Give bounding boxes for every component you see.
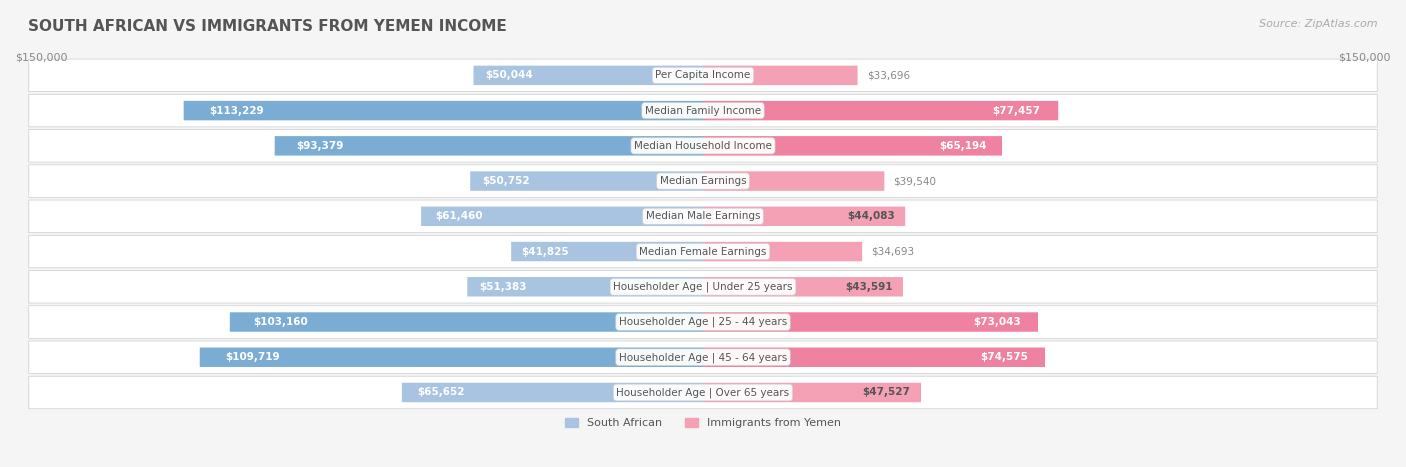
FancyBboxPatch shape [703,206,905,226]
Text: $47,527: $47,527 [862,388,910,397]
FancyBboxPatch shape [274,136,703,156]
FancyBboxPatch shape [703,242,862,261]
FancyBboxPatch shape [28,376,1378,409]
Text: $65,194: $65,194 [939,141,987,151]
Text: Householder Age | 45 - 64 years: Householder Age | 45 - 64 years [619,352,787,362]
Text: $44,083: $44,083 [848,211,896,221]
Text: Per Capita Income: Per Capita Income [655,71,751,80]
FancyBboxPatch shape [703,277,903,297]
FancyBboxPatch shape [467,277,703,297]
FancyBboxPatch shape [200,347,703,367]
Text: $51,383: $51,383 [479,282,527,292]
Text: $41,825: $41,825 [520,247,568,256]
FancyBboxPatch shape [28,165,1378,198]
Text: Source: ZipAtlas.com: Source: ZipAtlas.com [1260,19,1378,28]
FancyBboxPatch shape [470,171,703,191]
Text: $43,591: $43,591 [845,282,893,292]
FancyBboxPatch shape [28,94,1378,127]
Text: $150,000: $150,000 [15,52,67,63]
FancyBboxPatch shape [703,312,1038,332]
Text: $33,696: $33,696 [866,71,910,80]
Text: $50,752: $50,752 [482,176,530,186]
FancyBboxPatch shape [229,312,703,332]
Text: Householder Age | Under 25 years: Householder Age | Under 25 years [613,282,793,292]
Text: $74,575: $74,575 [980,352,1028,362]
Text: $39,540: $39,540 [894,176,936,186]
FancyBboxPatch shape [28,306,1378,338]
FancyBboxPatch shape [28,200,1378,233]
FancyBboxPatch shape [703,383,921,402]
Text: Median Female Earnings: Median Female Earnings [640,247,766,256]
FancyBboxPatch shape [703,66,858,85]
Text: Median Earnings: Median Earnings [659,176,747,186]
Legend: South African, Immigrants from Yemen: South African, Immigrants from Yemen [561,414,845,433]
Text: $103,160: $103,160 [253,317,308,327]
Text: $50,044: $50,044 [485,71,533,80]
FancyBboxPatch shape [28,59,1378,92]
FancyBboxPatch shape [703,171,884,191]
FancyBboxPatch shape [28,270,1378,303]
Text: Median Male Earnings: Median Male Earnings [645,211,761,221]
Text: Householder Age | Over 65 years: Householder Age | Over 65 years [616,387,790,398]
Text: $150,000: $150,000 [1339,52,1391,63]
Text: $34,693: $34,693 [872,247,914,256]
FancyBboxPatch shape [28,129,1378,162]
FancyBboxPatch shape [28,235,1378,268]
Text: $77,457: $77,457 [993,106,1040,116]
Text: SOUTH AFRICAN VS IMMIGRANTS FROM YEMEN INCOME: SOUTH AFRICAN VS IMMIGRANTS FROM YEMEN I… [28,19,508,34]
Text: Householder Age | 25 - 44 years: Householder Age | 25 - 44 years [619,317,787,327]
FancyBboxPatch shape [703,101,1059,120]
Text: $61,460: $61,460 [436,211,482,221]
FancyBboxPatch shape [512,242,703,261]
FancyBboxPatch shape [28,341,1378,374]
FancyBboxPatch shape [703,136,1002,156]
Text: $113,229: $113,229 [209,106,264,116]
FancyBboxPatch shape [703,347,1045,367]
Text: $93,379: $93,379 [297,141,343,151]
Text: Median Family Income: Median Family Income [645,106,761,116]
FancyBboxPatch shape [402,383,703,402]
Text: $109,719: $109,719 [225,352,280,362]
FancyBboxPatch shape [422,206,703,226]
Text: $65,652: $65,652 [418,388,464,397]
Text: $73,043: $73,043 [973,317,1021,327]
FancyBboxPatch shape [184,101,703,120]
FancyBboxPatch shape [474,66,703,85]
Text: Median Household Income: Median Household Income [634,141,772,151]
